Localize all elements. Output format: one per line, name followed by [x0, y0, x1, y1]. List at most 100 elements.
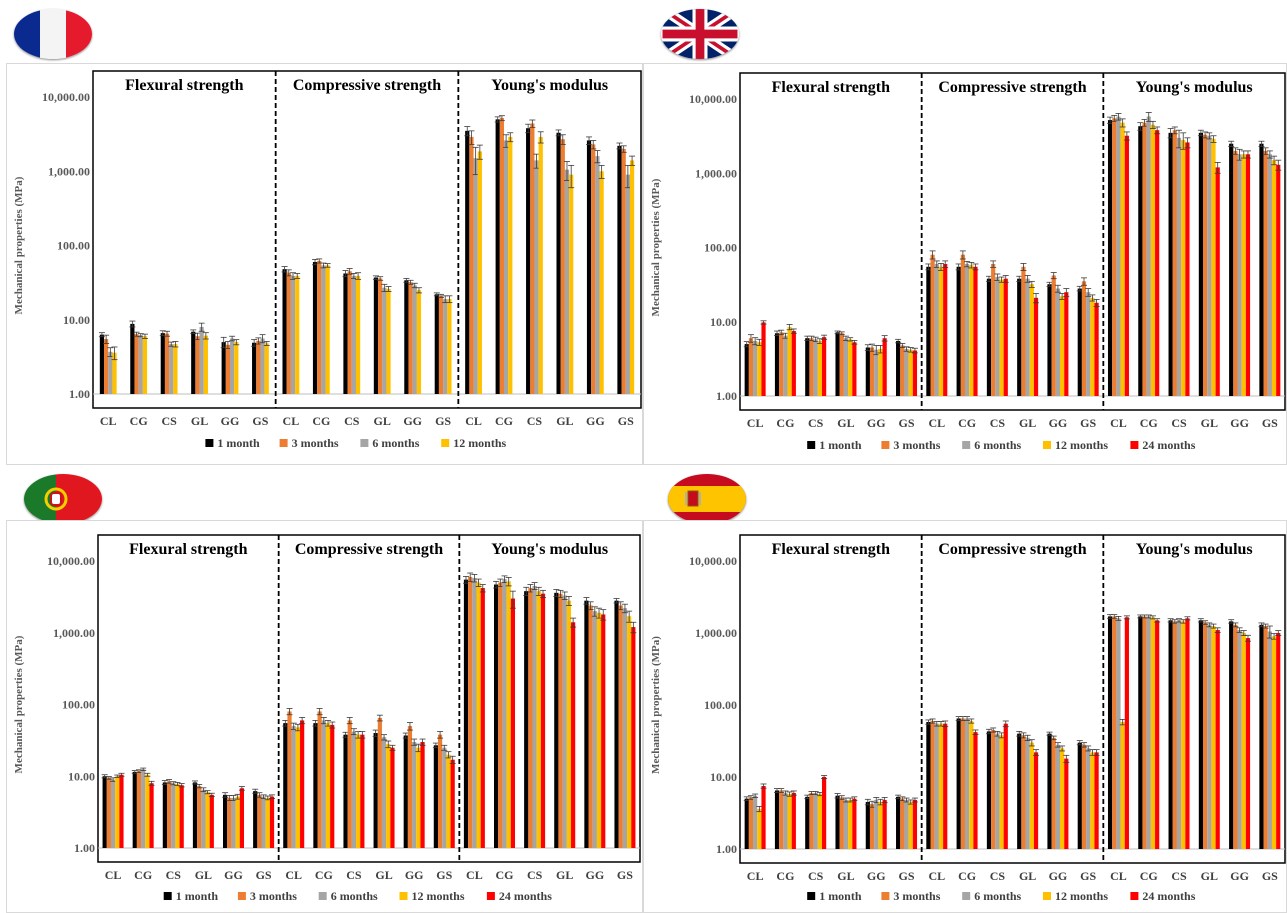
- bar: [209, 794, 214, 848]
- group-title: Flexural strength: [129, 541, 247, 558]
- bar: [145, 774, 150, 848]
- group-title: Compressive strength: [295, 541, 443, 558]
- bar: [295, 275, 300, 394]
- bar: [403, 735, 408, 848]
- x-tick-label: GS: [1262, 416, 1278, 430]
- bar: [108, 351, 113, 394]
- legend-swatch: [962, 441, 971, 449]
- bar: [1029, 284, 1034, 396]
- bar: [809, 792, 814, 849]
- x-tick-label: CG: [776, 869, 794, 883]
- bar: [351, 731, 357, 848]
- bar: [964, 263, 970, 396]
- bar: [112, 352, 117, 394]
- bar: [753, 341, 758, 396]
- chart-frame: [6, 63, 643, 465]
- bar: [1047, 284, 1052, 396]
- bar: [869, 804, 875, 849]
- bar: [1124, 617, 1129, 849]
- bar: [930, 720, 935, 849]
- bar: [744, 344, 749, 396]
- x-tick-label: CG: [134, 868, 152, 882]
- bar: [999, 279, 1004, 396]
- bar: [407, 726, 413, 848]
- legend-label: 24 months: [499, 889, 552, 903]
- bar: [1090, 297, 1095, 396]
- x-tick-label: GS: [256, 868, 272, 882]
- bar: [495, 119, 500, 395]
- bar: [1198, 132, 1204, 396]
- bar: [1060, 748, 1065, 849]
- legend-label: 24 months: [1142, 889, 1195, 903]
- bar: [199, 326, 204, 394]
- bar: [973, 732, 978, 849]
- bar: [753, 795, 758, 849]
- bar: [1185, 618, 1190, 849]
- bar: [926, 266, 931, 396]
- bar: [969, 720, 974, 849]
- bar: [347, 720, 352, 848]
- x-tick-label: GL: [375, 868, 392, 882]
- y-tick-label: 1,000.00: [48, 164, 90, 178]
- bar: [1245, 154, 1251, 396]
- bar: [257, 794, 262, 848]
- bar: [106, 777, 111, 848]
- bar: [438, 295, 444, 394]
- y-tick-label: 1.00: [69, 387, 90, 401]
- bar: [378, 278, 383, 394]
- legend-swatch: [399, 892, 408, 900]
- bar: [321, 265, 326, 394]
- bar: [588, 605, 593, 848]
- x-tick-label: CL: [285, 868, 302, 882]
- bar: [142, 336, 148, 394]
- bar: [119, 774, 124, 848]
- bar: [141, 769, 146, 848]
- bar: [569, 174, 574, 394]
- bar: [986, 731, 992, 849]
- bar: [1060, 296, 1065, 396]
- legend-swatch: [807, 441, 816, 449]
- bar: [534, 160, 539, 394]
- plot-area: [739, 534, 1286, 864]
- bar: [446, 754, 451, 848]
- plot-area: [92, 70, 642, 409]
- bar: [499, 118, 504, 395]
- bar: [373, 733, 378, 848]
- bar: [943, 263, 948, 396]
- bar: [934, 723, 939, 849]
- bar: [166, 781, 172, 848]
- x-tick-label: GG: [403, 414, 422, 428]
- portugal-chart: 1.00 10.00 100.00 1,000.00 10,000.00 Mechanic…: [6, 520, 643, 913]
- bar: [253, 791, 258, 848]
- bar: [480, 588, 485, 848]
- bar: [878, 348, 883, 396]
- bar: [625, 174, 630, 394]
- bar: [313, 723, 318, 848]
- bar: [524, 591, 529, 848]
- bar: [560, 139, 565, 394]
- x-tick-label: GL: [556, 414, 573, 428]
- x-tick-label: GG: [1049, 416, 1068, 430]
- bar: [938, 266, 944, 396]
- x-tick-label: CS: [990, 869, 1006, 883]
- bar: [999, 735, 1004, 849]
- bar: [986, 278, 992, 396]
- bar: [136, 771, 142, 848]
- bar: [817, 794, 822, 849]
- bar: [1267, 154, 1272, 396]
- bar: [1237, 154, 1242, 396]
- bar: [192, 782, 198, 848]
- bar: [1064, 292, 1069, 396]
- bar: [99, 334, 105, 394]
- bar: [595, 156, 600, 394]
- bar: [291, 726, 296, 848]
- bar: [260, 338, 265, 394]
- y-tick-label: 10.00: [710, 315, 737, 329]
- bar: [382, 287, 387, 394]
- bar: [1003, 723, 1008, 849]
- x-tick-label: CS: [1171, 869, 1187, 883]
- bar: [1207, 624, 1212, 849]
- bar: [265, 797, 270, 848]
- y-tick-label: 100.00: [62, 698, 95, 712]
- bar: [450, 759, 455, 848]
